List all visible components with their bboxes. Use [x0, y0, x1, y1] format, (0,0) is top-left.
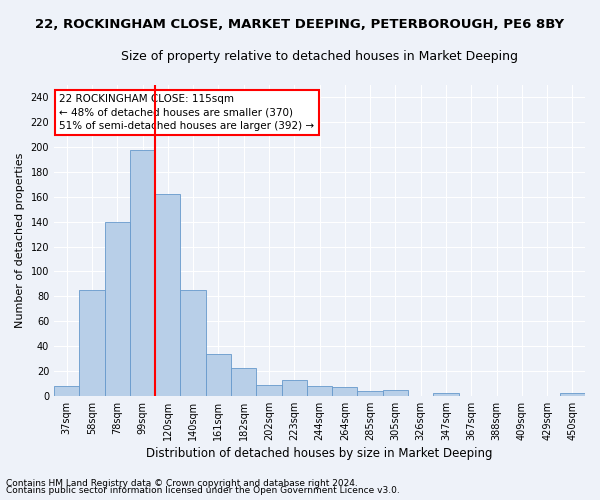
Bar — [256, 384, 281, 396]
X-axis label: Distribution of detached houses by size in Market Deeping: Distribution of detached houses by size … — [146, 447, 493, 460]
Text: 22, ROCKINGHAM CLOSE, MARKET DEEPING, PETERBOROUGH, PE6 8BY: 22, ROCKINGHAM CLOSE, MARKET DEEPING, PE… — [35, 18, 565, 30]
Bar — [155, 194, 181, 396]
Text: Contains public sector information licensed under the Open Government Licence v3: Contains public sector information licen… — [6, 486, 400, 495]
Bar — [358, 391, 383, 396]
Text: Contains HM Land Registry data © Crown copyright and database right 2024.: Contains HM Land Registry data © Crown c… — [6, 478, 358, 488]
Bar — [231, 368, 256, 396]
Bar — [307, 386, 332, 396]
Bar — [54, 386, 79, 396]
Bar — [104, 222, 130, 396]
Y-axis label: Number of detached properties: Number of detached properties — [15, 152, 25, 328]
Title: Size of property relative to detached houses in Market Deeping: Size of property relative to detached ho… — [121, 50, 518, 63]
Bar — [281, 380, 307, 396]
Text: 22 ROCKINGHAM CLOSE: 115sqm
← 48% of detached houses are smaller (370)
51% of se: 22 ROCKINGHAM CLOSE: 115sqm ← 48% of det… — [59, 94, 314, 130]
Bar — [332, 387, 358, 396]
Bar — [130, 150, 155, 396]
Bar — [79, 290, 104, 396]
Bar — [560, 394, 585, 396]
Bar — [181, 290, 206, 396]
Bar — [383, 390, 408, 396]
Bar — [206, 354, 231, 396]
Bar — [433, 394, 458, 396]
